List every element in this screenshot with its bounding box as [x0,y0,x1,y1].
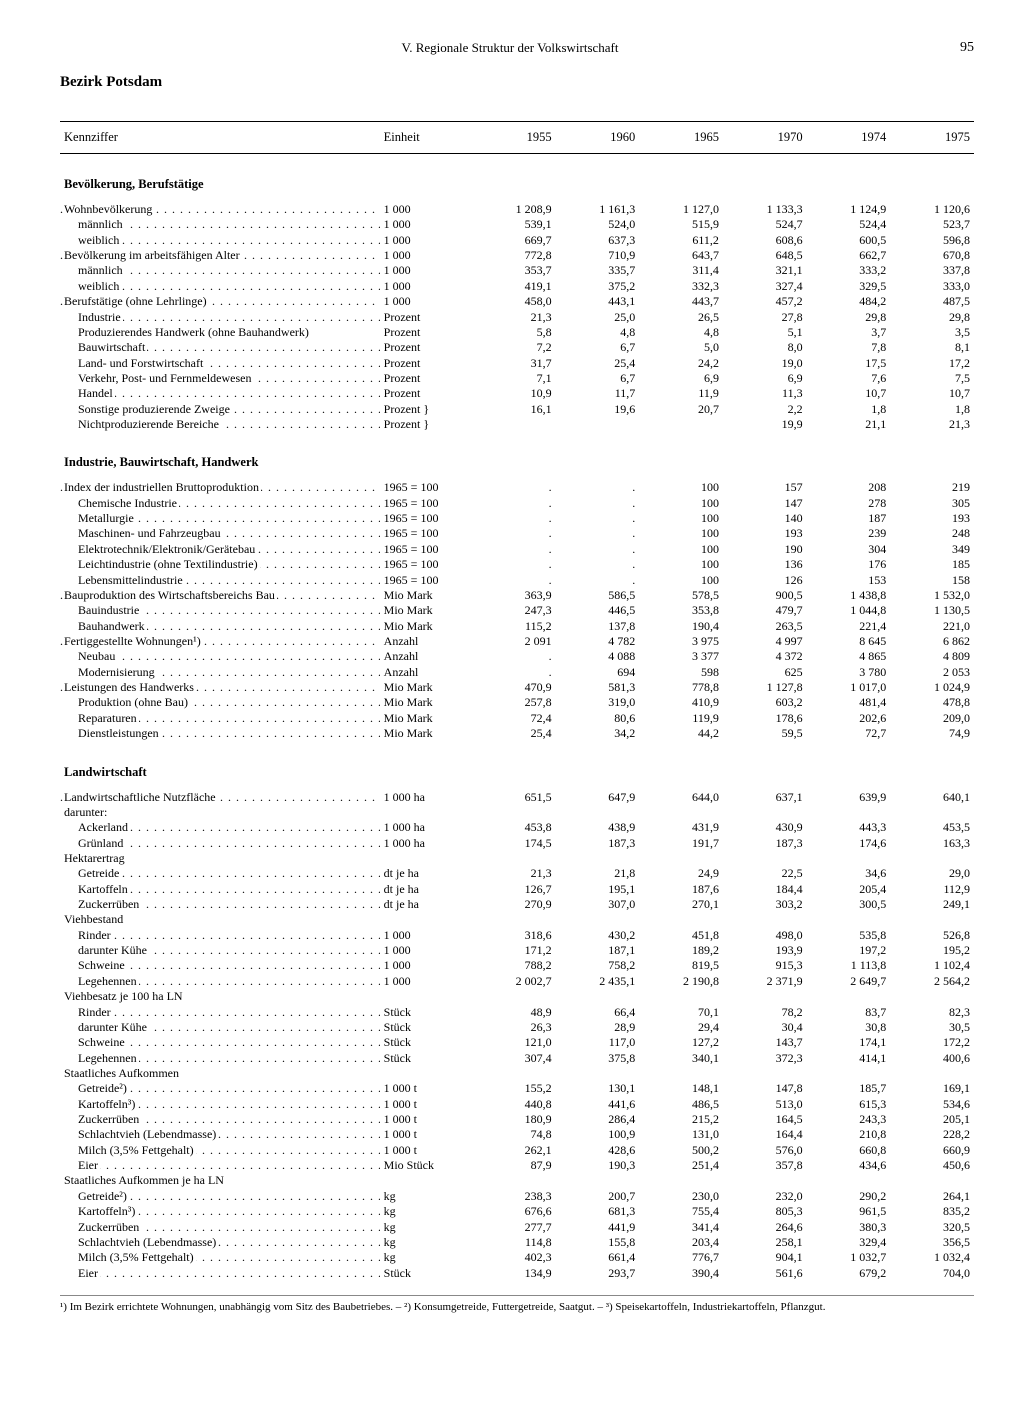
table-row: Grünland1 000 ha174,5187,3191,7187,3174,… [60,836,974,851]
table-row: darunter KüheStück26,328,929,430,430,830… [60,1020,974,1035]
table-row: Milch (3,5% Fettgehalt)kg402,3661,4776,7… [60,1250,974,1265]
table-row: Kartoffelndt je ha126,7195,1187,6184,420… [60,882,974,897]
table-row: Index der industriellen Bruttoproduktion… [60,480,974,495]
table-row: Nichtproduzierende BereicheProzent }19,9… [60,417,974,432]
table-row: BauwirtschaftProzent7,26,75,08,07,88,1 [60,340,974,355]
table-row: Berufstätige (ohne Lehrlinge)1 000458,04… [60,294,974,309]
data-table: Kennziffer Einheit 1955 1960 1965 1970 1… [60,121,974,1281]
table-row: weiblich1 000419,1375,2332,3327,4329,533… [60,279,974,294]
table-row: Zuckerrübendt je ha270,9307,0270,1303,23… [60,897,974,912]
table-row: DienstleistungenMio Mark25,434,244,259,5… [60,726,974,741]
table-row: Bevölkerung im arbeitsfähigen Alter1 000… [60,248,974,263]
table-row: Metallurgie1965 = 100..100140187193 [60,511,974,526]
table-row: Staatliches Aufkommen je ha LN [60,1173,974,1188]
table-row: Schlachtvieh (Lebendmasse)1 000 t74,8100… [60,1127,974,1142]
table-row: Land- und ForstwirtschaftProzent31,725,4… [60,356,974,371]
table-row: Landwirtschaftliche Nutzfläche1 000 ha65… [60,790,974,805]
header-einheit: Einheit [380,122,472,154]
table-row: Schlachtvieh (Lebendmasse)kg114,8155,820… [60,1235,974,1250]
table-row: ReparaturenMio Mark72,480,6119,9178,6202… [60,711,974,726]
table-row: weiblich1 000669,7637,3611,2608,6600,559… [60,233,974,248]
column-headers: Kennziffer Einheit 1955 1960 1965 1970 1… [60,122,974,154]
table-row: Legehennen1 0002 002,72 435,12 190,82 37… [60,974,974,989]
page-header: V. Regionale Struktur der Volkswirtschaf… [60,40,974,56]
table-row: Sonstige produzierende ZweigeProzent }16… [60,402,974,417]
table-row: HandelProzent10,911,711,911,310,710,7 [60,386,974,401]
chapter-title: V. Regionale Struktur der Volkswirtschaf… [401,40,618,56]
table-row: Leistungen des HandwerksMio Mark470,9581… [60,680,974,695]
table-row: Ackerland1 000 ha453,8438,9431,9430,9443… [60,820,974,835]
table-row: EierStück134,9293,7390,4561,6679,2704,0 [60,1266,974,1281]
header-year: 1965 [639,122,723,154]
table-row: Getreidedt je ha21,321,824,922,534,629,0 [60,866,974,881]
table-row: EierMio Stück87,9190,3251,4357,8434,6450… [60,1158,974,1173]
header-year: 1955 [472,122,556,154]
section-heading: Industrie, Bauwirtschaft, Handwerk [60,432,974,480]
region-title: Bezirk Potsdam [60,74,974,91]
table-row: SchweineStück121,0117,0127,2143,7174,117… [60,1035,974,1050]
table-row: Zuckerrüben1 000 t180,9286,4215,2164,524… [60,1112,974,1127]
header-year: 1975 [890,122,974,154]
table-row: Schweine1 000788,2758,2819,5915,31 113,8… [60,958,974,973]
table-row: BauindustrieMio Mark247,3446,5353,8479,7… [60,603,974,618]
table-row: Produktion (ohne Bau)Mio Mark257,8319,04… [60,695,974,710]
table-row: NeubauAnzahl.4 0883 3774 3724 8654 809 [60,649,974,664]
table-row: Verkehr, Post- und FernmeldewesenProzent… [60,371,974,386]
table-row: Getreide²)kg238,3200,7230,0232,0290,2264… [60,1189,974,1204]
page-number: 95 [960,40,974,56]
table-row: darunter: [60,805,974,820]
table-row: Viehbestand [60,912,974,927]
table-row: Getreide²)1 000 t155,2130,1148,1147,8185… [60,1081,974,1096]
table-row: Maschinen- und Fahrzeugbau1965 = 100..10… [60,526,974,541]
footnotes: ¹) Im Bezirk errichtete Wohnungen, unabh… [60,1295,974,1314]
table-row: Wohnbevölkerung1 0001 208,91 161,31 127,… [60,202,974,217]
table-row: ModernisierungAnzahl.6945986253 7802 053 [60,665,974,680]
section-heading: Landwirtschaft [60,742,974,790]
table-row: männlich1 000353,7335,7311,4321,1333,233… [60,263,974,278]
header-year: 1970 [723,122,807,154]
table-row: Hektarertrag [60,851,974,866]
table-row: RinderStück48,966,470,178,283,782,3 [60,1005,974,1020]
table-row: Bauproduktion des Wirtschaftsbereichs Ba… [60,588,974,603]
header-kennziffer: Kennziffer [60,122,380,154]
table-row: darunter Kühe1 000171,2187,1189,2193,919… [60,943,974,958]
table-row: männlich1 000539,1524,0515,9524,7524,452… [60,217,974,232]
table-row: Milch (3,5% Fettgehalt)1 000 t262,1428,6… [60,1143,974,1158]
table-row: Rinder1 000318,6430,2451,8498,0535,8526,… [60,928,974,943]
header-year: 1960 [556,122,640,154]
header-year: 1974 [807,122,891,154]
table-row: Lebensmittelindustrie1965 = 100..1001261… [60,573,974,588]
table-row: BauhandwerkMio Mark115,2137,8190,4263,52… [60,619,974,634]
table-row: Staatliches Aufkommen [60,1066,974,1081]
table-row: Kartoffeln³)1 000 t440,8441,6486,5513,06… [60,1097,974,1112]
section-heading: Bevölkerung, Berufstätige [60,154,974,203]
table-row: Chemische Industrie1965 = 100..100147278… [60,496,974,511]
table-row: Leichtindustrie (ohne Textilindustrie)19… [60,557,974,572]
table-row: Kartoffeln³)kg676,6681,3755,4805,3961,58… [60,1204,974,1219]
table-row: Elektrotechnik/Elektronik/Gerätebau1965 … [60,542,974,557]
table-row: LegehennenStück307,4375,8340,1372,3414,1… [60,1051,974,1066]
table-row: Zuckerrübenkg277,7441,9341,4264,6380,332… [60,1220,974,1235]
table-row: Viehbesatz je 100 ha LN [60,989,974,1004]
table-row: Fertiggestellte Wohnungen¹)Anzahl2 0914 … [60,634,974,649]
table-row: IndustrieProzent21,325,026,527,829,829,8 [60,310,974,325]
table-row: Produzierendes Handwerk (ohne Bauhandwer… [60,325,974,340]
